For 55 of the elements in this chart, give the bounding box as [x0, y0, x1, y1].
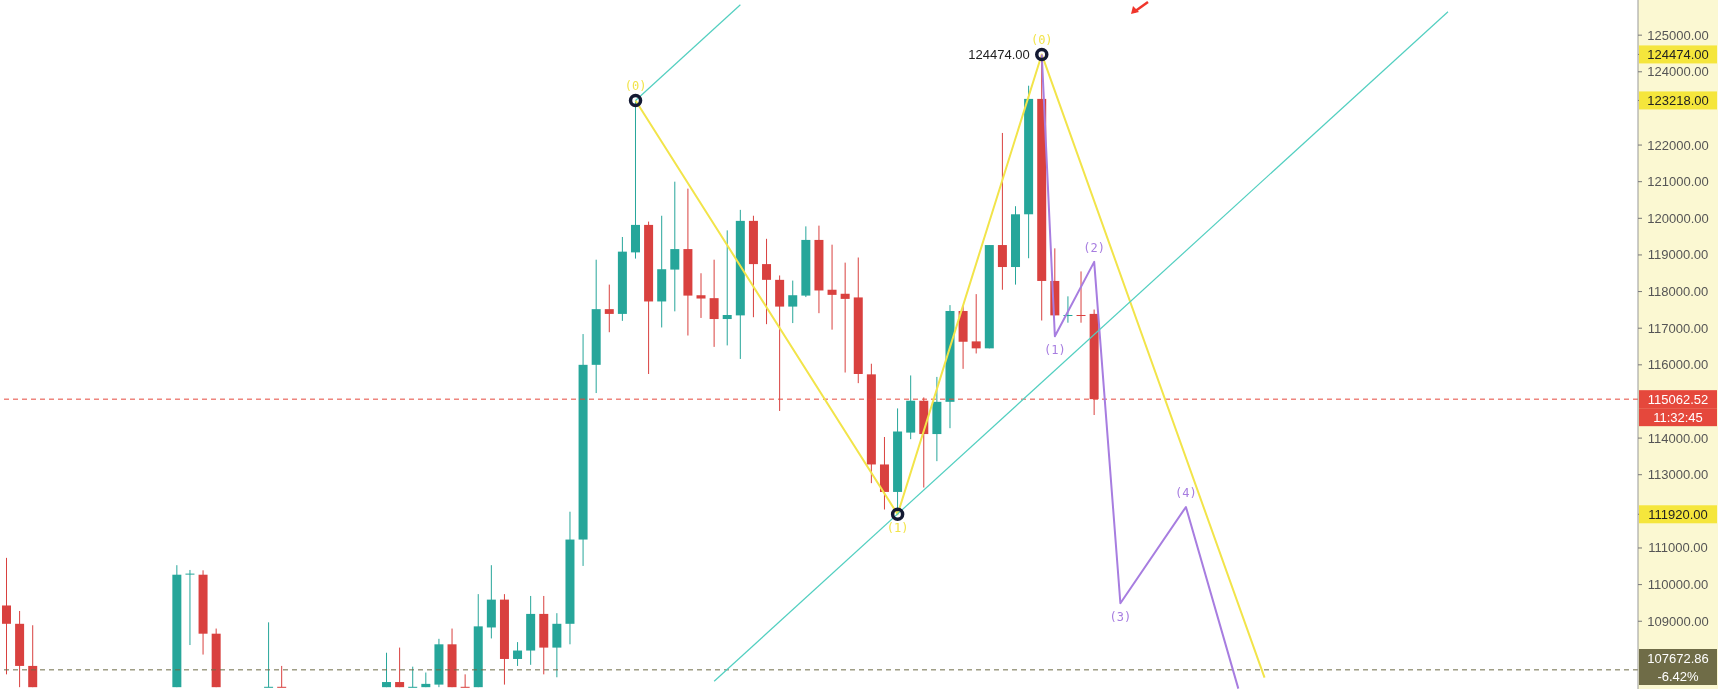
candlestick [971, 293, 981, 354]
candlestick [552, 612, 562, 678]
y-tick-label: 124000.00 [1647, 64, 1709, 80]
point [628, 93, 643, 108]
candlestick [762, 238, 772, 325]
y-tick-label: 121000.00 [1647, 174, 1709, 190]
y-tick-label: 113000.00 [1647, 467, 1709, 483]
annotation: (4) [1175, 485, 1197, 500]
candlestick [277, 665, 287, 688]
y-tick-label: 109000.00 [1647, 613, 1709, 629]
y-tick-label: 122000.00 [1647, 137, 1709, 153]
candlestick [408, 666, 418, 688]
candlestick [395, 647, 405, 688]
y-tick-label: 111000.00 [1648, 540, 1708, 556]
candlestick [670, 181, 680, 312]
candlestick [28, 624, 38, 688]
text: -6.42% [1657, 668, 1700, 684]
annotation: (3) [1109, 610, 1132, 625]
y-tick-label: 111920.00 [1648, 506, 1708, 522]
candlestick [722, 229, 732, 346]
candlestick [840, 262, 850, 374]
annotation: (2) [1083, 240, 1106, 255]
y-tick-label: 118000.00 [1647, 284, 1709, 300]
annotation: (0) [1030, 33, 1053, 48]
candlestick [788, 280, 798, 324]
annotation: (1) [886, 521, 909, 536]
y-tick-label: 110000.00 [1647, 577, 1709, 593]
candlestick [696, 272, 706, 319]
candlestick [264, 621, 274, 688]
ref-line-label: 107672.86 [1647, 650, 1709, 666]
candlestick [604, 284, 614, 333]
point [1035, 47, 1049, 62]
annotation: 124474.00 [968, 46, 1030, 62]
candlestick [460, 673, 470, 688]
point [890, 507, 905, 522]
candlestick [1076, 270, 1086, 324]
y-tick-label: 124474.00 [1647, 46, 1709, 62]
y-tick-label: 117000.00 [1647, 320, 1709, 336]
y-tick-label: 120000.00 [1647, 210, 1709, 226]
annotation: (1) [1044, 343, 1066, 358]
candlestick [709, 259, 719, 348]
y-tick-label: 119000.00 [1647, 247, 1709, 263]
y-tick-label: 116000.00 [1647, 357, 1709, 373]
candlestick [185, 569, 195, 646]
y-tick-label: 123218.00 [1647, 92, 1709, 108]
y-tick-label: 114000.00 [1647, 430, 1709, 446]
annotation: (0) [624, 79, 647, 94]
y-tick-label: 125000.00 [1647, 27, 1709, 43]
candlestick [2, 557, 11, 675]
text: 11:32:45 [1653, 409, 1703, 425]
candlestick [827, 244, 837, 331]
candlestick [997, 132, 1007, 291]
ref-line-label: 115062.52 [1647, 391, 1709, 407]
candlestick [513, 641, 523, 667]
candlestick [382, 652, 392, 688]
